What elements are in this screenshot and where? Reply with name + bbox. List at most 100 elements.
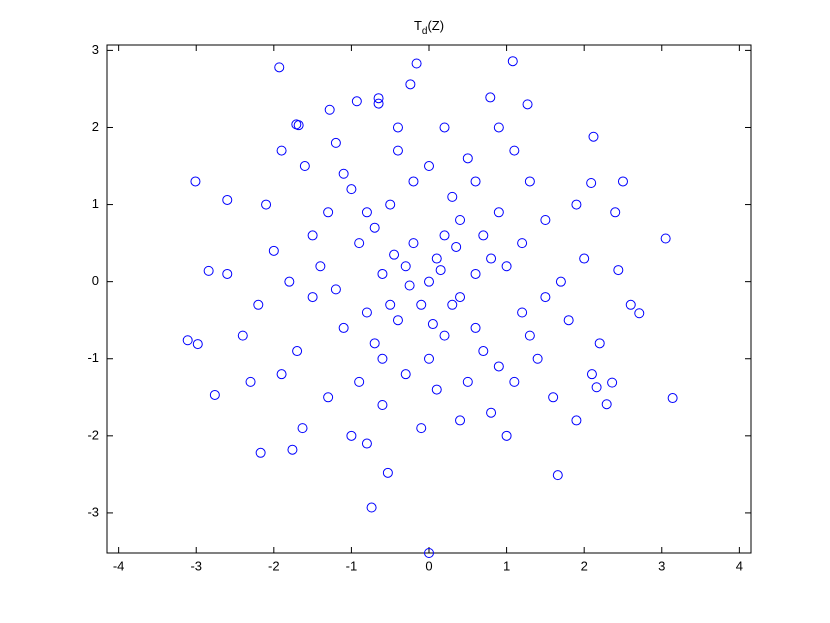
point	[354, 238, 365, 249]
point	[377, 268, 388, 279]
point	[237, 330, 248, 341]
point	[408, 176, 419, 187]
point	[517, 307, 528, 318]
title-sub: d	[422, 26, 428, 37]
point	[601, 399, 612, 410]
point	[330, 137, 341, 148]
point	[400, 369, 411, 380]
point	[354, 376, 365, 387]
point	[607, 377, 618, 388]
point	[613, 265, 624, 276]
point	[373, 98, 384, 109]
point	[517, 238, 528, 249]
point	[591, 382, 602, 393]
point	[351, 96, 362, 107]
point	[307, 230, 318, 241]
point	[431, 253, 442, 264]
point	[323, 392, 334, 403]
point	[579, 253, 590, 264]
x-tick-label: 1	[503, 558, 510, 573]
point	[392, 122, 403, 133]
point	[385, 299, 396, 310]
point	[405, 79, 416, 90]
point	[478, 346, 489, 357]
point	[287, 444, 298, 455]
point	[222, 268, 233, 279]
point	[493, 361, 504, 372]
y-tick-label: -2	[87, 427, 99, 442]
point	[555, 276, 566, 287]
point	[369, 222, 380, 233]
point	[540, 214, 551, 225]
y-tick-label: 0	[92, 273, 99, 288]
point	[424, 548, 434, 558]
point	[522, 99, 533, 110]
point	[540, 292, 551, 303]
point	[255, 447, 266, 458]
point	[392, 315, 403, 326]
point	[366, 502, 377, 513]
point	[470, 176, 481, 187]
point	[532, 353, 543, 364]
point	[268, 245, 279, 256]
point	[470, 322, 481, 333]
point	[424, 161, 434, 172]
point	[548, 392, 559, 403]
point	[222, 194, 233, 205]
point	[586, 369, 597, 380]
point	[447, 299, 458, 310]
point	[338, 168, 349, 179]
point	[439, 330, 450, 341]
point	[307, 292, 318, 303]
point	[293, 120, 304, 131]
point	[610, 207, 621, 218]
point	[377, 353, 388, 364]
point	[493, 122, 504, 133]
x-tick-label: 2	[581, 558, 588, 573]
point	[385, 199, 396, 210]
point	[625, 299, 636, 310]
point	[400, 261, 411, 272]
point	[315, 261, 326, 272]
point	[292, 346, 303, 357]
point	[323, 207, 334, 218]
chart-title: Td(Z)	[414, 18, 444, 36]
point	[667, 393, 678, 404]
point	[507, 56, 518, 67]
point	[478, 230, 489, 241]
point	[276, 369, 287, 380]
point	[284, 276, 295, 287]
y-tick-label: 2	[92, 119, 99, 134]
y-tick-label: -1	[87, 350, 99, 365]
point	[361, 207, 372, 218]
point	[377, 399, 388, 410]
point	[389, 249, 400, 260]
point	[299, 161, 310, 172]
point	[253, 299, 264, 310]
point	[373, 93, 384, 104]
point	[261, 199, 272, 210]
point	[617, 176, 628, 187]
point	[324, 104, 335, 115]
point	[427, 319, 438, 330]
y-tick-label: 3	[92, 42, 99, 57]
point	[190, 176, 201, 187]
point	[486, 407, 497, 418]
point	[455, 214, 466, 225]
point	[586, 177, 597, 188]
y-tick-label: 1	[92, 196, 99, 211]
point	[493, 207, 504, 218]
point	[209, 389, 220, 400]
point	[485, 92, 496, 103]
point	[435, 265, 446, 276]
point	[382, 467, 393, 478]
point	[411, 58, 422, 69]
point	[486, 253, 497, 264]
point	[392, 145, 403, 156]
point	[455, 292, 466, 303]
point	[571, 415, 582, 426]
point	[501, 261, 512, 272]
x-tick-label: -2	[268, 558, 280, 573]
point	[424, 353, 434, 364]
title-tail: (Z)	[427, 18, 444, 33]
